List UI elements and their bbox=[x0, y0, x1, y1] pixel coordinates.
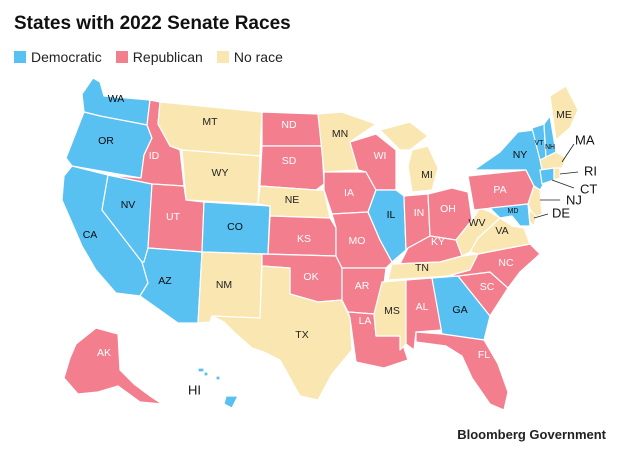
label-al: AL bbox=[416, 301, 429, 313]
label-hi: HI bbox=[188, 382, 201, 397]
legend-label-republican: Republican bbox=[132, 49, 203, 65]
label-mt: MT bbox=[202, 116, 218, 128]
legend: Democratic Republican No race bbox=[14, 49, 283, 65]
label-ky: KY bbox=[431, 236, 445, 248]
label-nv: NV bbox=[121, 199, 136, 211]
state-mi bbox=[379, 121, 439, 193]
state-nc bbox=[447, 243, 541, 289]
label-wv: WV bbox=[469, 217, 486, 229]
label-co: CO bbox=[227, 221, 243, 233]
label-ms: MS bbox=[384, 305, 400, 317]
leader-ct bbox=[551, 179, 575, 189]
label-nm: NM bbox=[216, 279, 232, 291]
state-me bbox=[549, 85, 579, 141]
label-ct: CT bbox=[580, 181, 597, 196]
legend-swatch-republican bbox=[115, 51, 128, 63]
state-sd bbox=[259, 145, 325, 191]
label-wy: WY bbox=[212, 167, 229, 179]
label-ri: RI bbox=[584, 163, 597, 178]
label-fl: FL bbox=[478, 349, 490, 361]
label-ny: NY bbox=[513, 149, 528, 161]
label-md: MD bbox=[508, 208, 519, 215]
legend-item-no-race: No race bbox=[216, 49, 283, 65]
label-or: OR bbox=[98, 135, 114, 147]
label-wa: WA bbox=[108, 93, 125, 105]
label-de: DE bbox=[552, 205, 570, 220]
label-in: IN bbox=[414, 207, 425, 219]
label-la: LA bbox=[359, 315, 372, 327]
label-ut: UT bbox=[166, 211, 181, 223]
label-mo: MO bbox=[349, 235, 366, 247]
label-nd: ND bbox=[281, 119, 297, 131]
label-pa: PA bbox=[493, 184, 506, 196]
label-tx: TX bbox=[295, 329, 308, 341]
label-sd: SD bbox=[282, 155, 297, 167]
label-id: ID bbox=[149, 150, 160, 162]
state-ma bbox=[539, 151, 567, 171]
leader-ri bbox=[559, 171, 579, 175]
state-md bbox=[489, 203, 531, 227]
label-az: AZ bbox=[158, 275, 172, 287]
leader-ma bbox=[561, 143, 575, 163]
state-hi bbox=[197, 367, 239, 409]
legend-label-democratic: Democratic bbox=[31, 49, 102, 65]
label-ar: AR bbox=[355, 280, 370, 292]
label-ca: CA bbox=[83, 229, 98, 241]
label-ma: MA bbox=[575, 132, 595, 147]
legend-label-no-race: No race bbox=[233, 49, 283, 65]
label-il: IL bbox=[387, 209, 396, 221]
map-title: States with 2022 Senate Races bbox=[14, 13, 291, 34]
label-nj: NJ bbox=[566, 192, 582, 207]
state-ct bbox=[539, 167, 555, 185]
label-ak: AK bbox=[97, 347, 111, 359]
label-wi: WI bbox=[374, 150, 387, 162]
label-va: VA bbox=[495, 225, 508, 237]
state-fl bbox=[415, 331, 509, 411]
label-ia: IA bbox=[344, 187, 354, 199]
state-tx bbox=[211, 265, 353, 401]
source-credit: Bloomberg Government bbox=[457, 427, 606, 442]
label-vt: VT bbox=[535, 140, 545, 147]
legend-swatch-democratic bbox=[14, 51, 26, 63]
legend-swatch-no-race bbox=[216, 51, 229, 63]
label-oh: OH bbox=[440, 203, 456, 215]
label-mi: MI bbox=[421, 169, 433, 181]
label-ne: NE bbox=[285, 194, 300, 206]
state-il bbox=[367, 189, 407, 263]
label-nc: NC bbox=[498, 257, 514, 269]
leader-de bbox=[533, 213, 549, 219]
label-nh: NH bbox=[545, 144, 555, 151]
state-ak bbox=[63, 327, 163, 405]
label-ks: KS bbox=[297, 233, 311, 245]
label-ga: GA bbox=[452, 304, 467, 316]
label-mn: MN bbox=[332, 128, 348, 140]
state-ri bbox=[553, 167, 561, 181]
label-me: ME bbox=[556, 109, 572, 121]
legend-item-democratic: Democratic bbox=[14, 49, 102, 65]
label-tn: TN bbox=[415, 262, 429, 274]
legend-item-republican: Republican bbox=[115, 49, 203, 65]
label-sc: SC bbox=[480, 281, 495, 293]
state-nj bbox=[527, 185, 543, 219]
label-ok: OK bbox=[303, 271, 318, 283]
